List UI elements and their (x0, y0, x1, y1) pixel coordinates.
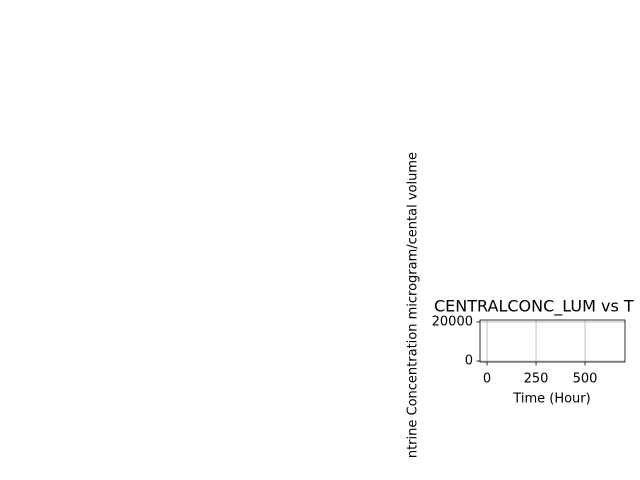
y-axis-label: ntrine Concentration microgram/cental vo… (406, 152, 421, 458)
y-tick-label: 20000 (432, 314, 473, 329)
y-tick-label: 0 (465, 354, 473, 369)
x-tick-label: 0 (483, 372, 491, 387)
chart-title: CENTRALCONC_LUM vs T (434, 297, 634, 317)
x-tick-label: 250 (524, 372, 549, 387)
plot-frame (479, 319, 626, 363)
x-axis-label: Time (Hour) (512, 392, 590, 407)
x-tick-label: 500 (573, 372, 598, 387)
